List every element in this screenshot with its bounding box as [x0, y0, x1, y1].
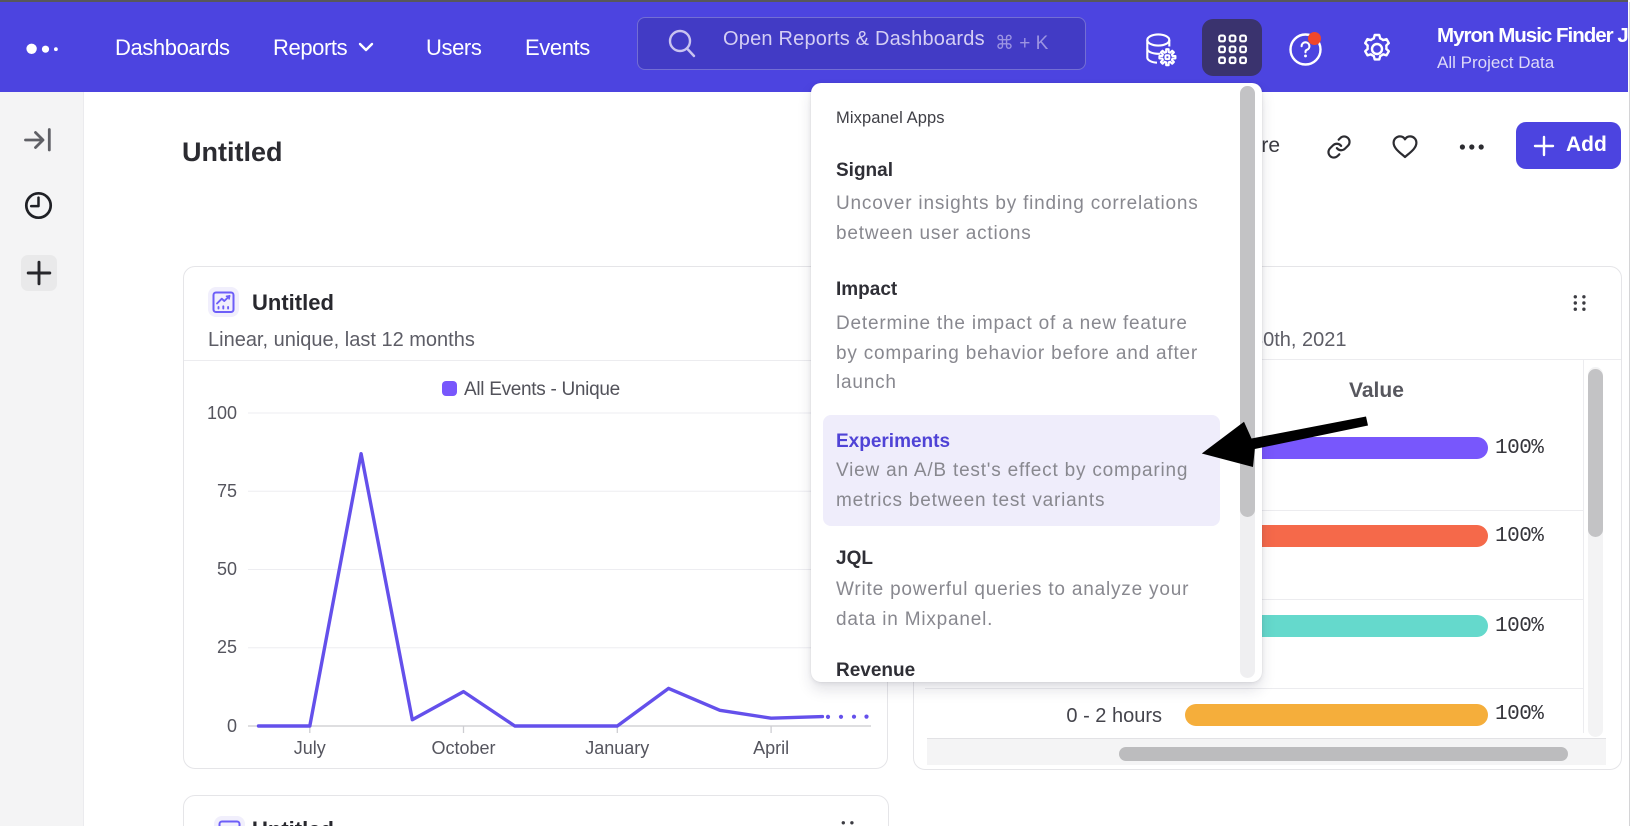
svg-text:January: January: [585, 738, 649, 758]
svg-text:100: 100: [207, 403, 237, 423]
svg-text:75: 75: [217, 481, 237, 501]
svg-text:25: 25: [217, 637, 237, 657]
svg-text:April: April: [753, 738, 789, 758]
svg-text:July: July: [294, 738, 326, 758]
svg-text:October: October: [431, 738, 495, 758]
svg-text:0: 0: [227, 716, 237, 736]
svg-text:50: 50: [217, 559, 237, 579]
